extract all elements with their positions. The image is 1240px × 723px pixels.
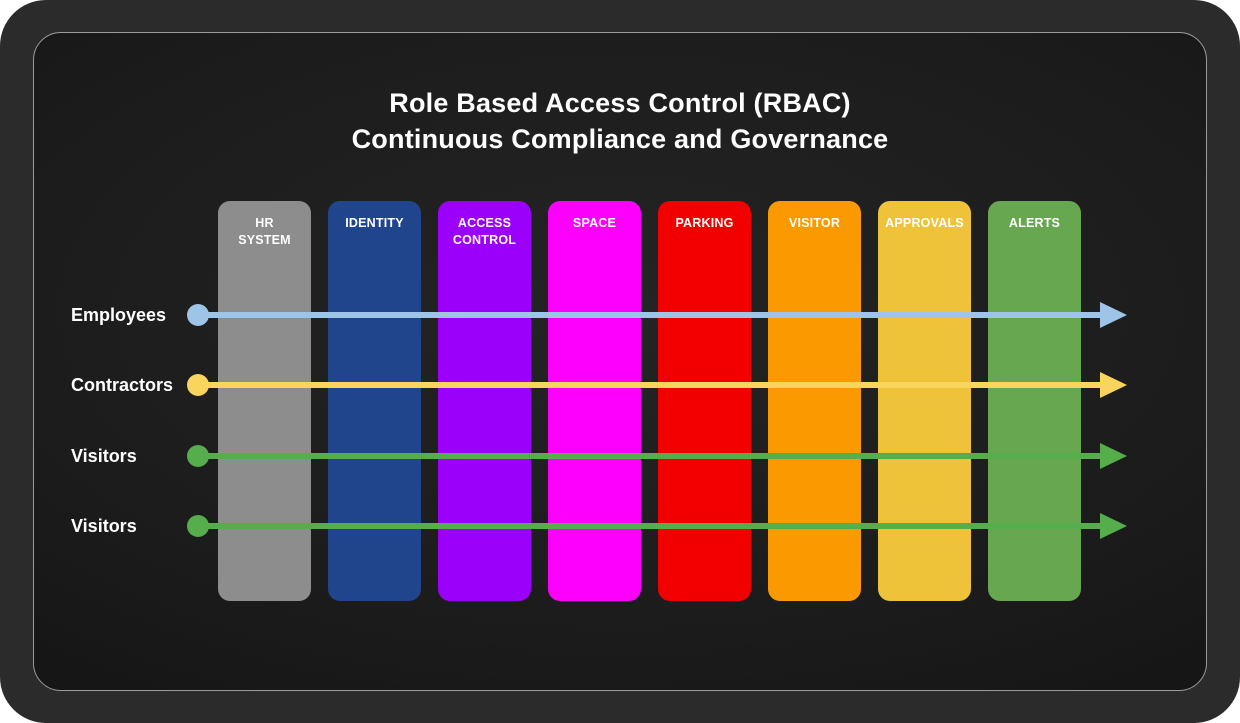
column-label: IDENTITY <box>345 216 404 230</box>
column-alerts: ALERTS <box>988 201 1081 601</box>
arrow-right-icon <box>1100 372 1127 398</box>
column-hr-system: HR SYSTEM <box>218 201 311 601</box>
column-approvals: APPROVALS <box>878 201 971 601</box>
column-label: HR SYSTEM <box>238 216 291 247</box>
column-identity: IDENTITY <box>328 201 421 601</box>
diagram-title-line2: Continuous Compliance and Governance <box>351 124 889 154</box>
lane-label: Contractors <box>71 375 174 395</box>
column-label: ACCESS CONTROL <box>452 216 517 247</box>
column-space: SPACE <box>548 201 641 601</box>
column-visitor: VISITOR <box>768 201 861 601</box>
column-label: ALERTS <box>1008 216 1061 230</box>
lane-line <box>198 523 1101 529</box>
diagram-panel: Role Based Access Control (RBAC) Continu… <box>33 32 1207 691</box>
arrow-right-icon <box>1100 513 1127 539</box>
diagram-title-line1: Role Based Access Control (RBAC) <box>389 88 851 118</box>
lane-line <box>198 312 1101 318</box>
lane-line <box>198 453 1101 459</box>
diagram-title: Role Based Access Control (RBAC) Continu… <box>34 85 1206 157</box>
system-columns: HR SYSTEM IDENTITY ACCESS CONTROL SPACE PARK… <box>218 201 1081 601</box>
column-label: SPACE <box>572 216 617 230</box>
column-access-control: ACCESS CONTROL <box>438 201 531 601</box>
lane-label: Visitors <box>71 516 137 536</box>
lane-label: Employees <box>71 305 167 325</box>
arrow-right-icon <box>1100 302 1127 328</box>
lane-label: Visitors <box>71 446 137 466</box>
column-label: VISITOR <box>788 216 841 230</box>
column-label: APPROVALS <box>885 216 964 230</box>
column-label: PARKING <box>675 216 734 230</box>
arrow-right-icon <box>1100 443 1127 469</box>
column-parking: PARKING <box>658 201 751 601</box>
lane-line <box>198 382 1101 388</box>
